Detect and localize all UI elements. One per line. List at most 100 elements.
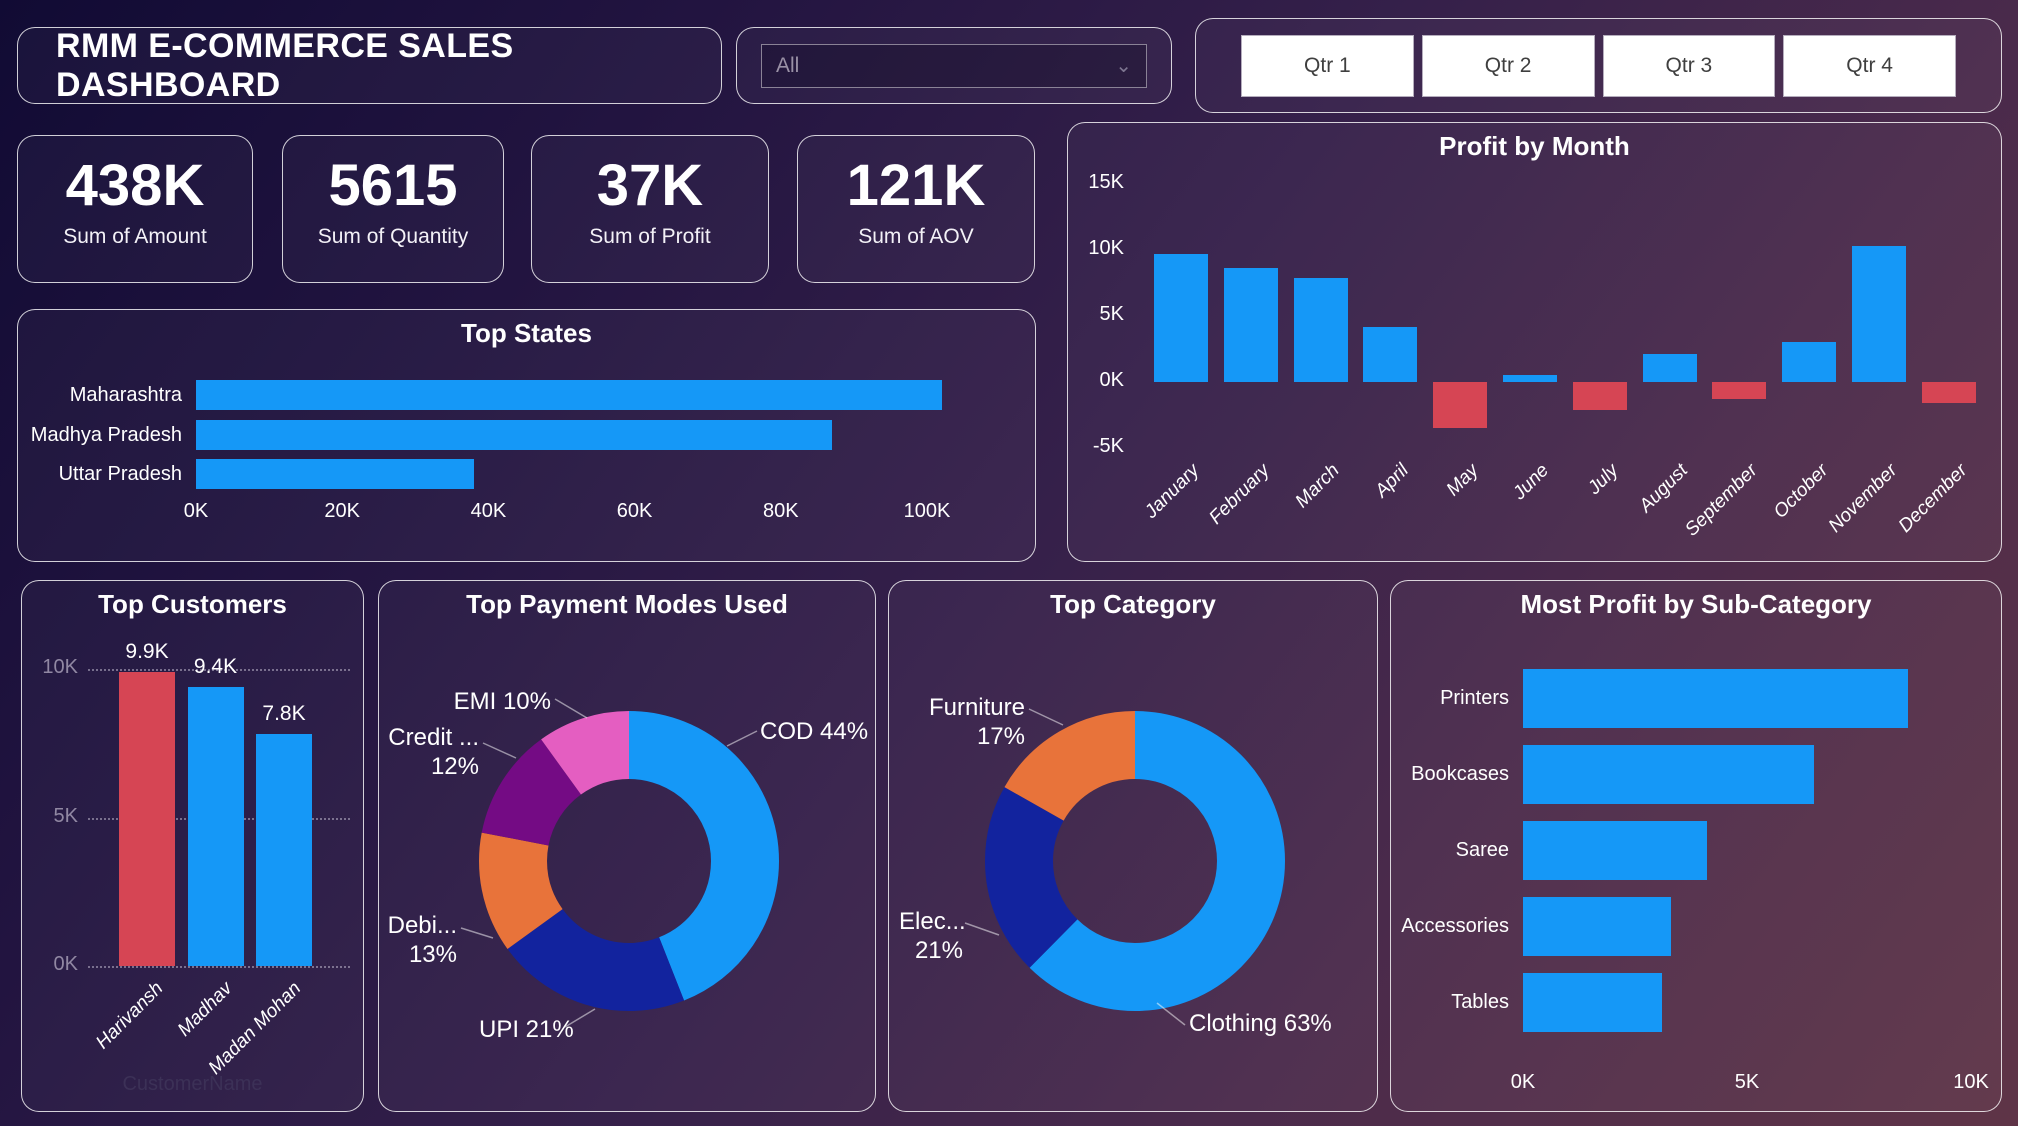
bar-august[interactable] (1642, 354, 1697, 382)
bar-june[interactable] (1503, 375, 1557, 382)
bar-january[interactable] (1154, 253, 1208, 382)
axis-tick-label: 5K (53, 804, 78, 827)
axis-tick-label: 5K (1734, 1071, 1760, 1093)
axis-tick-label: 40K (470, 500, 507, 522)
chart-title: Most Profit by Sub-Category (1520, 589, 1872, 619)
bar-saree[interactable] (1523, 821, 1707, 880)
category-label: May (1442, 460, 1484, 501)
payment-modes-donut: COD 44% UPI 21% Debi... 13% Credit ... 12% E… (379, 581, 875, 1111)
bar-maharashtra[interactable] (196, 380, 942, 410)
callout-line (726, 730, 758, 747)
bar-february[interactable] (1223, 268, 1278, 382)
axis-tick-label: 15K (1088, 171, 1124, 193)
bar-accessories[interactable] (1523, 897, 1671, 956)
category-label: Saree (1455, 839, 1509, 861)
category-label: Tables (1451, 991, 1509, 1013)
donut-slice-furniture[interactable] (985, 711, 1285, 1011)
category-label: January (1141, 460, 1204, 523)
category-label: Harivansh (92, 978, 168, 1054)
bar-september[interactable] (1712, 382, 1767, 400)
bar-november[interactable] (1852, 246, 1906, 382)
category-label: Maharashtra (69, 384, 182, 406)
axis-tick-label: 0K (183, 500, 209, 522)
kpi-value: 438K (65, 153, 205, 218)
filter-select[interactable]: All ⌄ (761, 44, 1147, 88)
category-label: December (1894, 460, 1972, 537)
kpi-card-quantity: 5615 Sum of Quantity (282, 135, 504, 283)
kpi-label: Sum of AOV (858, 225, 974, 248)
axis-tick-label: 60K (616, 500, 653, 522)
panel-profit-by-subcategory: Most Profit by Sub-Category Printers Book… (1390, 580, 2002, 1112)
bar-april[interactable] (1363, 326, 1418, 382)
donut-chart (460, 698, 779, 1028)
quarter-slicer-card: Qtr 1 Qtr 2 Qtr 3 Qtr 4 (1195, 18, 2002, 113)
slice-label-clothing: Clothing 63% (1189, 1010, 1332, 1037)
filter-selected-value: All (776, 54, 800, 77)
bar-march[interactable] (1293, 277, 1348, 382)
bar-july[interactable] (1572, 382, 1627, 410)
category-label: Madhya Pradesh (30, 423, 182, 446)
category-label: February (1205, 460, 1274, 529)
qtr-4-button[interactable]: Qtr 4 (1783, 34, 1956, 97)
top-customers-chart: 10K 5K 0K 9.9K Harivansh 9.4K Madhav 7.8K Madan … (22, 581, 363, 1111)
category-label: April (1371, 460, 1414, 502)
bar-madhya-pradesh[interactable] (196, 419, 832, 450)
donut-slice-upi[interactable] (479, 711, 779, 1011)
slice-label-furniture: Furniture 17% (928, 694, 1025, 751)
data-label: 7.8K (262, 702, 306, 726)
axis-tick-label: 0K (53, 953, 78, 975)
gridline (88, 669, 350, 671)
axis-title: CustomerName (122, 1073, 263, 1095)
data-label: 9.4K (193, 654, 238, 678)
bar-bookcases[interactable] (1523, 745, 1815, 804)
slice-label-emi: EMI 10% (453, 688, 551, 715)
donut-slice-debit[interactable] (479, 711, 779, 1011)
chart-title: Top States (461, 318, 592, 348)
bar-madan-mohan[interactable] (256, 734, 312, 966)
slice-label-electronics: Elec... 21% (899, 908, 966, 965)
kpi-label: Sum of Amount (63, 225, 207, 248)
axis-tick-label: 0K (1510, 1071, 1536, 1093)
bar-may[interactable] (1433, 382, 1488, 429)
category-label: Accessories (1401, 915, 1509, 937)
title-card: RMM E-COMMERCE SALES DASHBOARD (17, 27, 722, 104)
slice-label-cod: COD 44% (760, 718, 869, 745)
callout-line (554, 698, 588, 719)
category-label: Madhav (173, 978, 237, 1041)
category-label: August (1635, 460, 1693, 517)
callout-line (482, 742, 517, 759)
axis-tick-label: 10K (1953, 1071, 1989, 1093)
kpi-label: Sum of Quantity (317, 225, 469, 248)
axis-tick-label: 20K (324, 500, 360, 522)
qtr-2-button[interactable]: Qtr 2 (1421, 34, 1595, 97)
kpi-value: 121K (846, 153, 986, 218)
axis-tick-label: -5K (1092, 435, 1124, 457)
panel-profit-by-month: Profit by Month 15K 10K 5K 0K -5K January Febr… (1067, 122, 2002, 562)
kpi-card-amount: 438K Sum of Amount (17, 135, 253, 283)
category-label: Uttar Pradesh (58, 463, 182, 485)
bar-december[interactable] (1921, 382, 1976, 404)
kpi-label: Sum of Profit (589, 225, 711, 248)
donut-slice-electronics[interactable] (985, 711, 1285, 1011)
qtr-3-button[interactable]: Qtr 3 (1602, 34, 1776, 97)
bar-madhav[interactable] (187, 686, 244, 966)
kpi-card-aov: 121K Sum of AOV (797, 135, 1035, 283)
dashboard-title: RMM E-COMMERCE SALES DASHBOARD (56, 26, 514, 104)
axis-tick-label: 10K (42, 656, 78, 678)
category-label: July (1583, 460, 1623, 499)
bar-tables[interactable] (1523, 973, 1662, 1032)
donut-slice-emi[interactable] (479, 711, 779, 1011)
bar-harivansh[interactable] (119, 671, 175, 966)
chart-title: Profit by Month (1439, 131, 1630, 161)
axis-tick-label: 100K (903, 500, 951, 522)
qtr-1-button[interactable]: Qtr 1 (1241, 34, 1414, 97)
slice-label-upi: UPI 21% (479, 1016, 574, 1043)
bar-uttar-pradesh[interactable] (196, 459, 474, 489)
callout-line (1028, 708, 1064, 726)
quarter-button-row: Qtr 1 Qtr 2 Qtr 3 Qtr 4 (1196, 19, 2001, 112)
bar-october[interactable] (1782, 342, 1837, 382)
callout-line (964, 922, 1000, 936)
bar-printers[interactable] (1523, 669, 1909, 728)
filter-card: All ⌄ (736, 27, 1172, 104)
